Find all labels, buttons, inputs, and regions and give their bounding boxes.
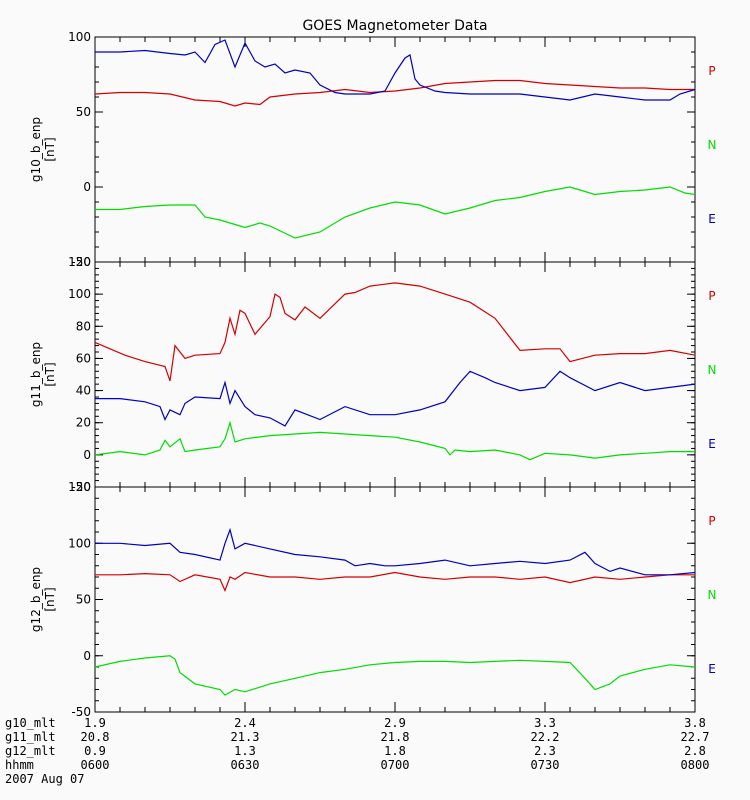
panel-frame	[94, 36, 696, 263]
legend-N: N	[708, 363, 717, 377]
panel-frame	[94, 261, 696, 488]
panel-frame	[94, 486, 696, 713]
series-line-N	[94, 655, 696, 696]
legend-E: E	[708, 437, 716, 451]
legend-P: P	[708, 64, 715, 78]
x-tick-label-g11_mlt: 21.3	[231, 730, 260, 744]
x-tick-label-g11_mlt: 21.8	[381, 730, 410, 744]
series-line-P	[95, 571, 695, 593]
y-tick-label: 60	[76, 351, 91, 365]
x-tick-label-g10_mlt: 3.3	[534, 716, 556, 730]
series-line-N	[95, 186, 696, 239]
y-tick-label: 40	[76, 384, 91, 398]
x-tick-label-hhmm: 0800	[681, 758, 710, 772]
panel-2: -20 0 20 40 60 80 100 120 g11_b_enp [nT] P N E	[29, 255, 716, 494]
y-tick-label: -50	[71, 255, 91, 269]
y-tick-label: 80	[76, 319, 91, 333]
legend-E: E	[708, 212, 716, 226]
y-tick-label: 0	[83, 448, 91, 462]
date-label: 2007 Aug 07	[5, 772, 84, 786]
y-tick-label: 50	[76, 593, 91, 607]
x-tick-label-g11_mlt: 22.7	[681, 730, 710, 744]
y-tick-label: 150	[68, 480, 91, 494]
legend-P: P	[708, 289, 715, 303]
legend-N: N	[708, 588, 717, 602]
row-label-g11-mlt: g11_mlt	[5, 730, 56, 744]
series-line-E	[95, 527, 696, 576]
y-axis-label: g11_b_enp	[29, 342, 43, 407]
x-tick-label-g11_mlt: 22.2	[531, 730, 560, 744]
x-tick-label-g10_mlt: 1.9	[84, 716, 106, 730]
x-tick-label-g10_mlt: 2.4	[234, 716, 256, 730]
x-axis-labels: g10_mlt g11_mlt g12_mlt hhmm 2007 Aug 07…	[5, 716, 709, 786]
x-tick-label-g10_mlt: 2.9	[384, 716, 406, 730]
x-tick-label-g12_mlt: 2.3	[534, 744, 556, 758]
legend-P: P	[708, 514, 715, 528]
y-tick-label: -50	[71, 705, 91, 719]
legend-N: N	[708, 138, 717, 152]
y-axis-label: g12_b_enp	[29, 567, 43, 632]
x-tick-label-g12_mlt: 1.3	[234, 744, 256, 758]
x-tick-label-g11_mlt: 20.8	[81, 730, 110, 744]
y-tick-label: 120	[68, 255, 91, 269]
chart-title: GOES Magnetometer Data	[302, 18, 487, 34]
x-tick-label-g12_mlt: 1.8	[384, 744, 406, 758]
y-axis-label: g10_b_enp	[29, 117, 43, 182]
y-tick-label: 0	[83, 180, 91, 194]
row-label-g10-mlt: g10_mlt	[5, 716, 56, 730]
series-line-E	[95, 39, 696, 101]
series-line-E	[95, 370, 696, 427]
y-tick-label: 100	[68, 30, 91, 44]
series-line-P	[94, 79, 695, 107]
x-tick-label-g12_mlt: 2.8	[684, 744, 706, 758]
x-tick-label-g10_mlt: 3.8	[684, 716, 706, 730]
x-tick-label-hhmm: 0700	[381, 758, 410, 772]
x-tick-label-hhmm: 0730	[531, 758, 560, 772]
y-tick-label: 100	[68, 287, 91, 301]
y-axis-unit: [nT]	[43, 362, 57, 386]
panel-3: -50 0 50 100 150 g12_b_enp [nT] P N E	[29, 480, 716, 719]
panel-1: -50 0 50 100 g10_b_enp [nT] P N E	[29, 30, 716, 269]
y-axis-unit: [nT]	[43, 137, 57, 161]
y-tick-label: -20	[71, 480, 91, 494]
series-line-P	[94, 282, 696, 382]
y-axis-unit: [nT]	[43, 587, 57, 611]
x-tick-label-hhmm: 0600	[81, 758, 110, 772]
row-label-g12-mlt: g12_mlt	[5, 744, 56, 758]
y-tick-label: 0	[83, 649, 91, 663]
y-tick-label: 20	[76, 416, 91, 430]
y-tick-label: 50	[76, 105, 91, 119]
x-tick-label-g12_mlt: 0.9	[84, 744, 106, 758]
x-tick-label-hhmm: 0630	[231, 758, 260, 772]
row-label-hhmm: hhmm	[5, 758, 34, 772]
legend-E: E	[708, 662, 716, 676]
series-line-N	[94, 420, 695, 461]
y-tick-label: 100	[68, 536, 91, 550]
